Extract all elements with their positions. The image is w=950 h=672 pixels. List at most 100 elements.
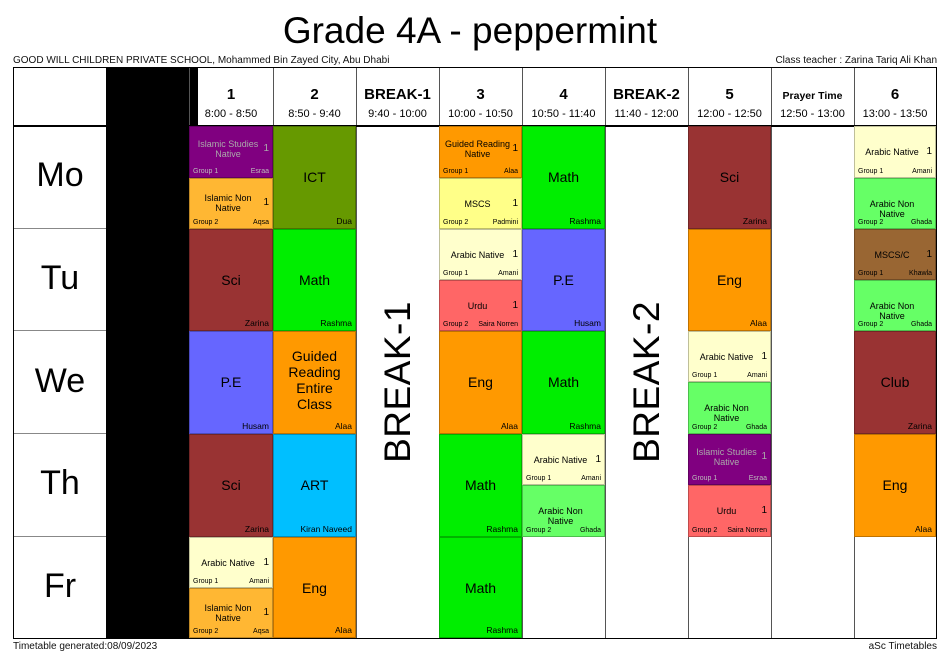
lesson-card[interactable]: Sci Zarina [189, 434, 273, 537]
lesson-group: Group 2 [858, 219, 884, 226]
lesson-subject: Islamic Studies Native [197, 139, 259, 159]
lesson-subject: Islamic Non Native [204, 603, 252, 623]
lesson-card[interactable]: Math Rashma [439, 434, 522, 537]
lesson-card[interactable]: Arabic Native 1 Group 1 Amani [688, 331, 771, 382]
lesson-card[interactable]: P.E Husam [189, 331, 273, 434]
page-title: Grade 4A - peppermint [282, 10, 658, 51]
lesson-teacher: Amani [581, 475, 601, 482]
lesson-teacher: Khawla [909, 270, 932, 277]
column-label: 3 [476, 86, 485, 103]
break-1-span: BREAK-1 [357, 126, 439, 638]
lesson-card[interactable]: ART Kiran Naveed [273, 434, 356, 537]
lesson-card[interactable]: Islamic Studies Native 1 Group 1 Esraa [189, 126, 273, 178]
lesson-card[interactable]: Islamic Non Native 1 Group 2 Aqsa [189, 178, 273, 229]
lesson-card[interactable]: Arabic Non Native Group 2 Ghada [854, 280, 936, 331]
lesson-group: Group 2 [193, 628, 219, 635]
lesson-teacher: Alaa [749, 318, 767, 328]
lesson-index: 1 [761, 505, 767, 516]
lesson-card[interactable]: Arabic Native 1 Group 1 Amani [189, 537, 273, 588]
lesson-card[interactable]: Math Rashma [273, 229, 356, 331]
grid-line [356, 68, 357, 638]
lesson-card[interactable]: Eng Alaa [439, 331, 522, 434]
lesson-teacher: Rashma [569, 216, 601, 226]
lesson-card[interactable]: Club Zarina [854, 331, 936, 434]
lesson-card[interactable]: Eng Alaa [273, 537, 356, 638]
lesson-subject: Eng [468, 374, 493, 390]
lesson-card[interactable]: Arabic Native 1 Group 1 Amani [439, 229, 522, 280]
lesson-subject: Islamic Studies Native [696, 447, 757, 467]
lesson-group: Group 1 [193, 168, 219, 175]
lesson-card[interactable]: Arabic Native 1 Group 1 Amani [854, 126, 936, 178]
lesson-card[interactable]: Guided Reading Native 1 Group 1 Alaa [439, 126, 522, 178]
timetable-grid: ASSEMBLY & REGISTRATION 7:45 - 8:00 1 8:… [13, 67, 937, 639]
lesson-index: 1 [263, 607, 269, 618]
lesson-card[interactable]: Eng Alaa [854, 434, 936, 537]
lesson-card[interactable]: Sci Zarina [189, 229, 273, 331]
grid-line [14, 125, 936, 127]
lesson-card[interactable]: Math Rashma [522, 331, 605, 434]
lesson-group: Group 1 [526, 475, 552, 482]
lesson-teacher: Ghada [910, 219, 932, 226]
lesson-teacher: Dua [336, 216, 352, 226]
lesson-subject: Arabic Native [201, 558, 255, 568]
grid-line [605, 68, 606, 638]
lesson-group: Group 2 [443, 321, 469, 328]
lesson-teacher: Alaa [334, 625, 352, 635]
lesson-index: 1 [761, 351, 767, 362]
lesson-subject: Math [298, 272, 331, 288]
lesson-card[interactable]: Math Rashma [439, 537, 522, 638]
generated-date: Timetable generated:08/09/2023 [13, 641, 158, 652]
lesson-subject: Arabic Native [699, 352, 754, 362]
lesson-card[interactable]: Guided Reading Entire Class Alaa [273, 331, 356, 434]
lesson-card[interactable]: MSCS/C 1 Group 1 Khawla [854, 229, 936, 280]
lesson-card[interactable]: MSCS 1 Group 2 Padmini [439, 178, 522, 229]
lesson-teacher: Zarina [742, 216, 767, 226]
lesson-teacher: Rashma [486, 524, 518, 534]
column-header-period-2: 2 8:50 - 9:40 [273, 68, 356, 126]
school-name: GOOD WILL CHILDREN PRIVATE SCHOOL, Moham… [13, 55, 390, 66]
lesson-teacher: Alaa [334, 421, 352, 431]
day-label-th: Th [40, 464, 80, 502]
column-label: BREAK-2 [613, 86, 680, 103]
lesson-card[interactable]: Arabic Non Native Group 2 Ghada [854, 178, 936, 229]
day-label-tu: Tu [40, 259, 80, 297]
lesson-group: Group 2 [692, 527, 718, 534]
lesson-subject: Urdu [716, 506, 737, 516]
lesson-card[interactable]: Islamic Studies Native 1 Group 1 Esraa [688, 434, 771, 485]
lesson-teacher: Zarina [244, 524, 269, 534]
column-time: 12:00 - 12:50 [697, 108, 762, 120]
lesson-card[interactable]: Math Rashma [522, 126, 605, 229]
lesson-card[interactable]: Arabic Non Native Group 2 Ghada [522, 485, 605, 537]
lesson-group: Group 2 [858, 321, 884, 328]
lesson-teacher: Saira Norren [727, 527, 767, 534]
lesson-subject: Arabic Non Native [869, 301, 915, 321]
lesson-subject: Sci [719, 169, 740, 185]
column-time: 10:50 - 11:40 [531, 108, 596, 120]
lesson-card[interactable]: Arabic Native 1 Group 1 Amani [522, 434, 605, 485]
lesson-group: Group 2 [526, 527, 552, 534]
lesson-card[interactable]: Islamic Non Native 1 Group 2 Aqsa [189, 588, 273, 638]
lesson-card[interactable]: ICT Dua [273, 126, 356, 229]
lesson-teacher: Esraa [250, 168, 269, 175]
lesson-group: Group 1 [692, 372, 718, 379]
lesson-card[interactable]: Urdu 1 Group 2 Saira Norren [688, 485, 771, 537]
lesson-teacher: Alaa [503, 168, 518, 175]
lesson-teacher: Husam [242, 421, 269, 431]
lesson-index: 1 [263, 143, 269, 154]
lesson-teacher: Zarina [907, 421, 932, 431]
lesson-teacher: Ghada [910, 321, 932, 328]
lesson-index: 1 [595, 454, 601, 465]
lesson-teacher: Padmini [492, 219, 518, 226]
column-label: 6 [890, 86, 900, 103]
lesson-index: 1 [926, 146, 932, 157]
lesson-card[interactable]: Arabic Non Native Group 2 Ghada [688, 382, 771, 434]
grid-line [14, 330, 106, 331]
lesson-card[interactable]: Sci Zarina [688, 126, 771, 229]
column-header-prayer-time: Prayer Time 12:50 - 13:00 [771, 68, 854, 126]
column-time: 11:40 - 12:00 [614, 108, 679, 120]
lesson-card[interactable]: Eng Alaa [688, 229, 771, 331]
lesson-card[interactable]: P.E Husam [522, 229, 605, 331]
lesson-card[interactable]: Urdu 1 Group 2 Saira Norren [439, 280, 522, 331]
break-2-label: BREAK-2 [626, 301, 667, 463]
grid-line [14, 228, 106, 229]
